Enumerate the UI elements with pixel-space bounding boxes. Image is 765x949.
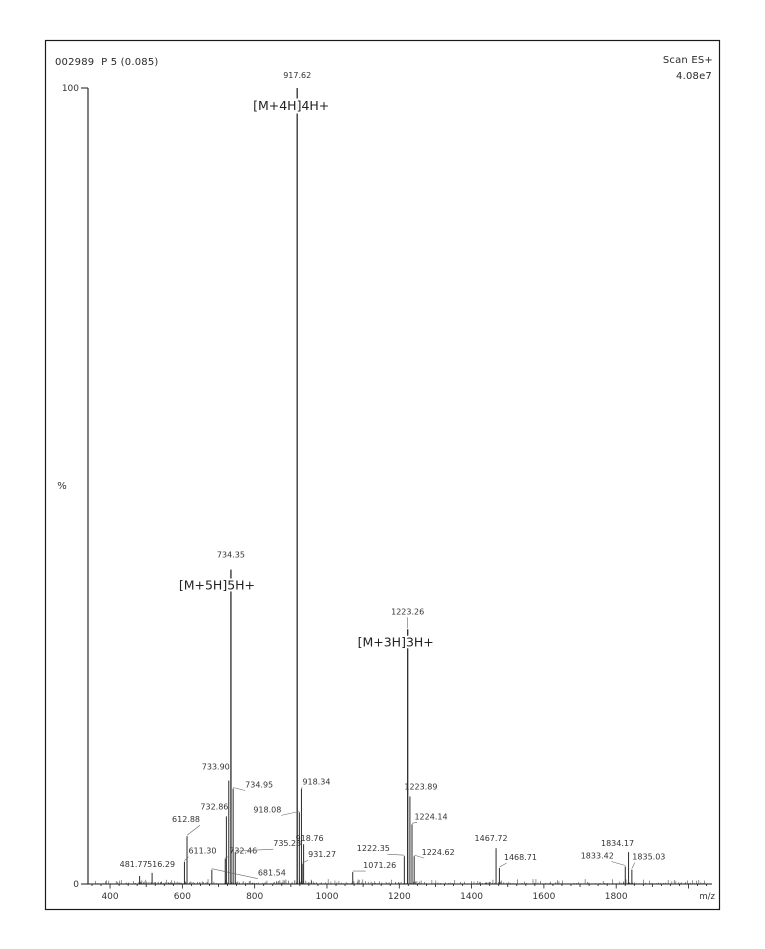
peak-label: 1224.14 — [414, 812, 447, 821]
peak-label: 1223.26 — [391, 607, 424, 616]
y-axis-label-100: 100 — [62, 84, 79, 94]
peak-label: 1468.71 — [504, 853, 537, 862]
mz-tick-label: 800 — [246, 892, 263, 902]
peak-label: 1833.42 — [581, 851, 614, 860]
peak-label: 1467.72 — [475, 834, 508, 843]
peak-label: 733.90 — [202, 763, 230, 772]
peak-label: 1834.17 — [601, 839, 634, 848]
peak-label: 516.29 — [147, 860, 175, 869]
label-leader-line — [411, 822, 418, 824]
label-leader-line — [233, 787, 246, 791]
header-sample-info: 002989 P 5 (0.085) — [55, 57, 159, 68]
peak-label: 681.54 — [258, 869, 286, 878]
label-leader-line — [235, 848, 274, 852]
y-axis-label-0: 0 — [73, 880, 79, 890]
mz-tick-label: 400 — [101, 892, 118, 902]
peak-label: 1224.62 — [422, 848, 455, 857]
label-leader-line — [186, 825, 201, 836]
peak-label: 611.30 — [188, 847, 216, 856]
mz-tick-label: 1400 — [460, 892, 483, 902]
peak-label: 734.35 — [217, 551, 245, 560]
label-leader-line — [611, 861, 626, 866]
peak-label: 1071.26 — [363, 861, 396, 870]
mz-tick-label: 1600 — [532, 892, 555, 902]
adduct-annotation: [M+5H]5H+ — [179, 578, 255, 593]
peak-label: 734.95 — [245, 780, 273, 789]
mz-tick-label: 1200 — [388, 892, 411, 902]
mz-tick-label: 1800 — [605, 892, 628, 902]
y-axis-percent-label: % — [57, 481, 67, 492]
peak-label: 481.77 — [120, 860, 148, 869]
peak-label: 1222.35 — [357, 844, 390, 853]
label-leader-line — [184, 856, 189, 861]
adduct-annotation: [M+3H]3H+ — [358, 634, 434, 649]
peak-label: 735.23 — [273, 839, 301, 848]
peak-label: 918.76 — [296, 834, 324, 843]
plot-border — [44, 39, 721, 911]
header-scan-mode: Scan ES+ — [662, 55, 713, 66]
label-leader-line — [281, 811, 300, 816]
peak-label: 917.62 — [283, 71, 311, 80]
peak-label: 931.27 — [308, 850, 336, 859]
adduct-annotation: [M+4H]4H+ — [253, 98, 329, 113]
peak-label: 1223.89 — [404, 782, 437, 791]
peak-label: 612.88 — [172, 815, 200, 824]
label-leader-line — [414, 854, 425, 859]
label-leader-line — [631, 862, 636, 869]
label-leader-line — [211, 868, 258, 879]
label-leader-line — [301, 859, 309, 864]
peak-label: 732.86 — [200, 802, 228, 811]
peak-label: 918.08 — [253, 805, 281, 814]
mz-tick-label: 1000 — [316, 892, 339, 902]
peak-label: 1835.03 — [632, 853, 665, 862]
header-tic-intensity: 4.08e7 — [676, 71, 712, 82]
label-leader-line — [387, 853, 405, 856]
mz-tick-label: 600 — [174, 892, 191, 902]
mz-axis-unit-label: m/z — [699, 892, 715, 902]
label-leader-line — [499, 862, 507, 868]
label-leader-line — [225, 856, 230, 858]
peak-label: 918.34 — [302, 777, 330, 786]
